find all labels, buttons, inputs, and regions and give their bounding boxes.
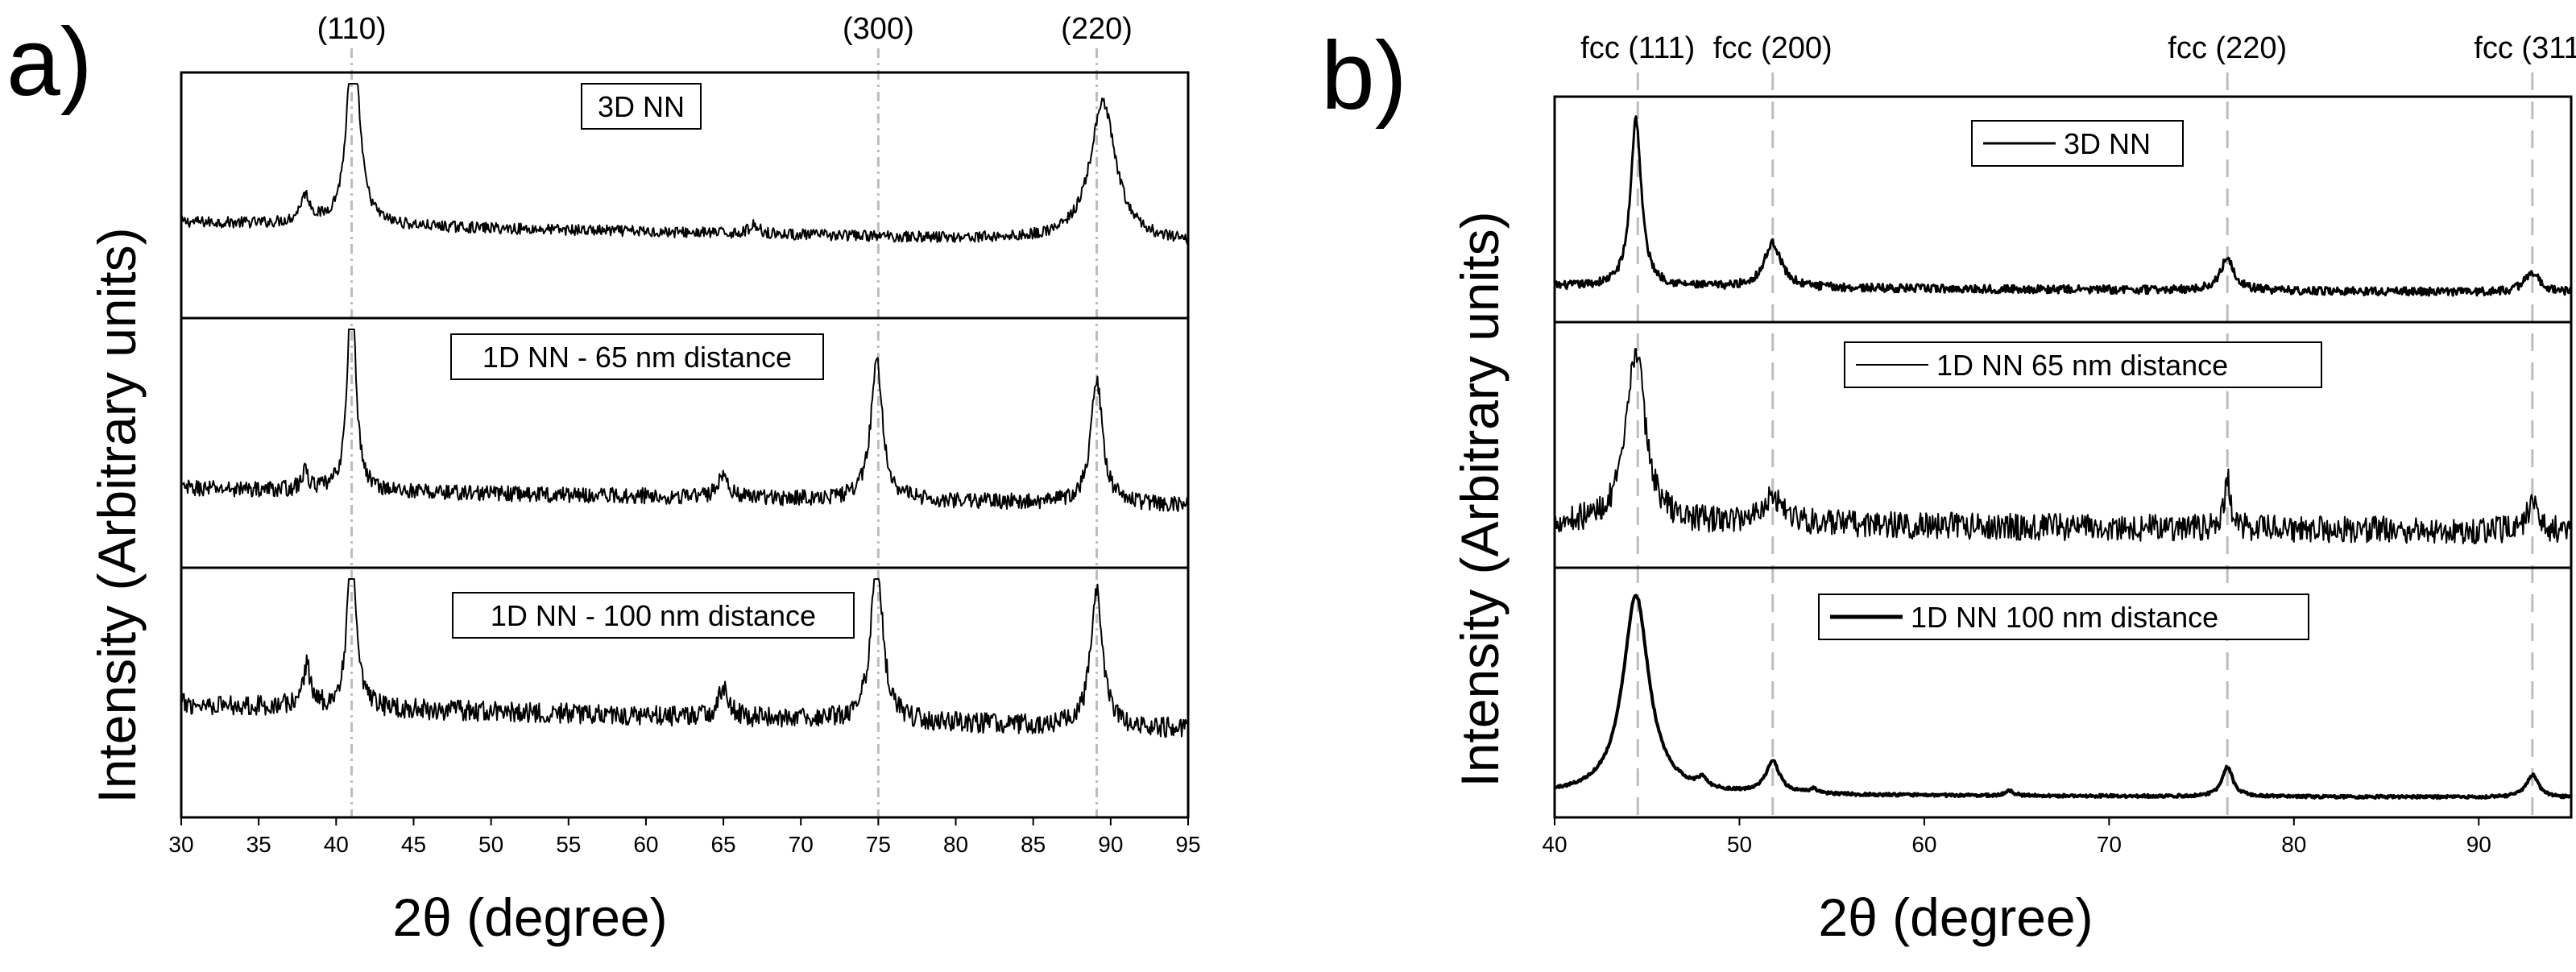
- panel-a-trace-3: [180, 578, 1189, 738]
- panel-a-x-tick-label-85: 85: [1021, 832, 1046, 857]
- panel-b-legend-3: 1D NN 100 nm distance: [1818, 594, 2309, 640]
- panel-a-x-axis-title: 2θ (degree): [392, 887, 667, 947]
- panel-b-x-tick-label-70: 70: [2097, 832, 2122, 857]
- panel-b-x-tick-label-40: 40: [1542, 832, 1567, 857]
- panel-b-peak-labels: fcc (111) fcc (200) fcc (220) fcc (311): [1580, 31, 2576, 65]
- panel-a-peak-labels: (110) (300) (220): [317, 12, 1133, 46]
- panel-b-y-axis-title: Intensity (Arbitrary units): [1450, 211, 1510, 787]
- panel-a-x-tick-label-65: 65: [710, 832, 735, 857]
- panel-b-peak-label-2: fcc (200): [1713, 31, 1833, 65]
- panel-b-peak-label-1: fcc (111): [1580, 31, 1695, 65]
- panel-a-reference-lines: [350, 48, 1099, 817]
- panel-a-legend-label-2: 1D NN - 65 nm distance: [482, 341, 792, 374]
- panel-a-x-tick-label-80: 80: [943, 832, 968, 857]
- panel-b-trace-1: [1553, 115, 2573, 297]
- panel-a-label: a): [6, 8, 93, 116]
- panel-b-legend-label-3: 1D NN 100 nm distance: [1911, 601, 2218, 634]
- panel-b-subplot-frame-3: [1553, 566, 2573, 819]
- panel-a-legend-3: 1D NN - 100 nm distance: [452, 592, 855, 639]
- panel-a-legend-1: 3D NN: [581, 83, 702, 130]
- panel-b-x-axis-title: 2θ (degree): [1818, 887, 2093, 947]
- panel-a-trace-2: [180, 329, 1189, 512]
- panel-a-peak-label-2: (300): [843, 12, 914, 46]
- panel-a-peak-label-1: (110): [317, 12, 387, 46]
- panel-a-subplot-frame-3: [180, 566, 1190, 819]
- panel-a-x-tick-label-60: 60: [633, 832, 658, 857]
- panel-a-x-tick-label-50: 50: [478, 832, 503, 857]
- panel-b-x-tick-label-60: 60: [1911, 832, 1936, 857]
- panel-a-x-tick-label-55: 55: [556, 832, 581, 857]
- panel-b-legend-2: 1D NN 65 nm distance: [1844, 341, 2322, 388]
- panel-a-x-tick-label-40: 40: [324, 832, 349, 857]
- panel-a-legend-2: 1D NN - 65 nm distance: [450, 333, 824, 380]
- panel-b-peak-label-4: fcc (311): [2474, 31, 2576, 65]
- panel-a-x-tick-label-45: 45: [401, 832, 426, 857]
- panel-b-trace-3: [1553, 594, 2573, 800]
- panel-b-trace-2: [1554, 348, 2572, 544]
- panel-a-legend-label-3: 1D NN - 100 nm distance: [491, 599, 816, 632]
- panel-b-reference-lines: [1636, 72, 2534, 817]
- panel-a-traces: [180, 83, 1189, 738]
- panel-b-legend-label-1: 3D NN: [2064, 127, 2151, 160]
- panel-a-x-tick-label-70: 70: [789, 832, 814, 857]
- panel-a-peak-label-3: (220): [1061, 12, 1133, 46]
- panel-b-x-tick-label-80: 80: [2281, 832, 2306, 857]
- panel-b-x-axis: 40 50 60 70 80 90: [1542, 817, 2491, 857]
- panel-b-legend-label-2: 1D NN 65 nm distance: [1936, 349, 2228, 382]
- panel-b-traces: [1553, 115, 2573, 800]
- panel-a-y-axis-title: Intensity (Arbitrary units): [87, 227, 147, 803]
- panel-a-x-tick-label-35: 35: [246, 832, 271, 857]
- panel-b-label: b): [1321, 22, 1407, 130]
- panel-b-x-tick-label-50: 50: [1727, 832, 1752, 857]
- panel-a-x-tick-label-90: 90: [1098, 832, 1123, 857]
- panel-a-chart: a) Intensity (Arbitrary units) 2θ (degre…: [6, 8, 1201, 947]
- panel-a-legend-label-1: 3D NN: [598, 90, 685, 123]
- panel-b-x-tick-label-90: 90: [2466, 832, 2491, 857]
- panel-b-chart: b) Intensity (Arbitrary units) 2θ (degre…: [1321, 22, 2576, 947]
- panel-a-x-tick-label-30: 30: [168, 832, 193, 857]
- panel-b-peak-label-3: fcc (220): [2168, 31, 2287, 65]
- panel-b-legend-1: 3D NN: [1971, 120, 2184, 167]
- panel-a-x-tick-label-75: 75: [866, 832, 891, 857]
- panel-a-trace-1: [180, 83, 1189, 245]
- panel-a-x-tick-label-95: 95: [1175, 832, 1200, 857]
- panel-a-x-axis: 30 35 40 45 50 55 60 65 70 75 80 85 90 95: [168, 817, 1201, 857]
